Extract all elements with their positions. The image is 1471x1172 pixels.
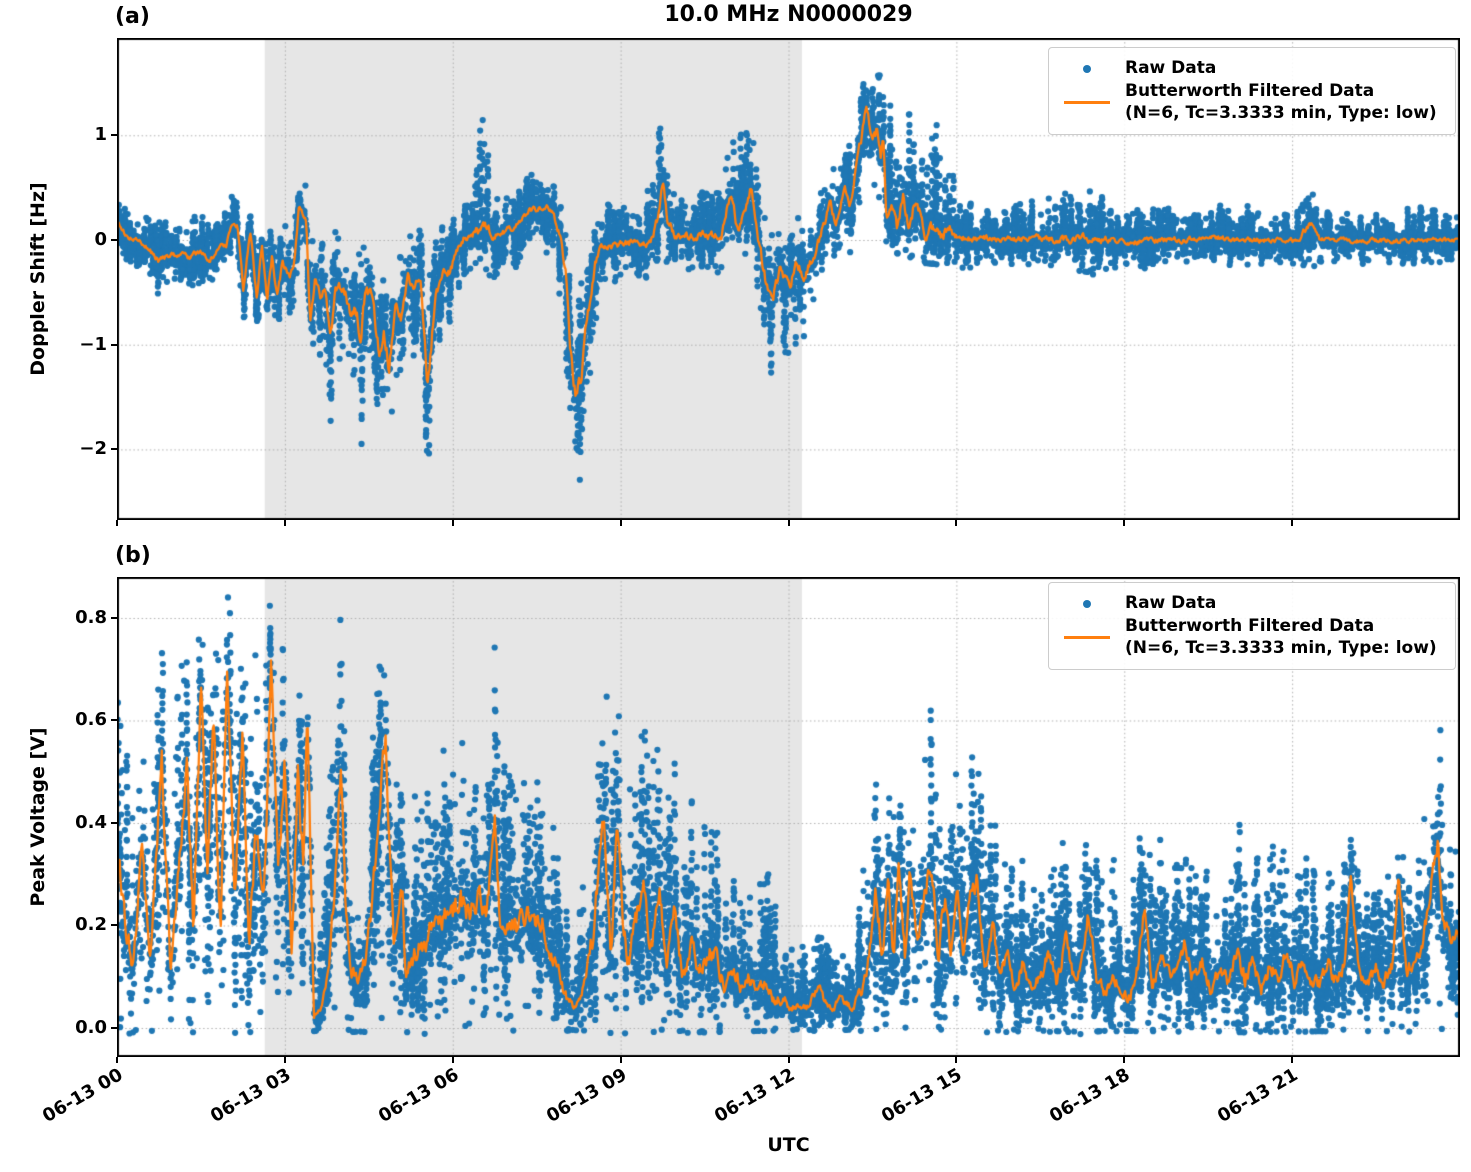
panel-b-y-axis-label: Peak Voltage [V] bbox=[27, 727, 49, 907]
legend-filtered-label: Butterworth Filtered Data (N=6, Tc=3.333… bbox=[1125, 616, 1437, 658]
x-tick-label: 06-13 18 bbox=[1046, 1064, 1134, 1127]
x-tick-mark bbox=[116, 520, 118, 526]
x-tick-label: 06-13 03 bbox=[206, 1064, 295, 1127]
filtered-line-marker-icon bbox=[1049, 636, 1125, 639]
y-tick-mark bbox=[111, 238, 117, 241]
x-tick-mark bbox=[1123, 1057, 1126, 1063]
line-swatch-icon bbox=[1064, 636, 1110, 639]
x-tick-label: 06-13 15 bbox=[878, 1064, 966, 1127]
x-tick-mark bbox=[1123, 520, 1126, 526]
x-tick-mark bbox=[619, 520, 622, 526]
x-tick-mark bbox=[283, 1057, 286, 1063]
x-tick-label: 06-13 21 bbox=[1214, 1064, 1302, 1127]
x-tick-label: 06-13 09 bbox=[542, 1064, 631, 1127]
y-tick-label: 0.4 bbox=[75, 811, 107, 833]
scatter-dot-icon bbox=[1083, 599, 1091, 608]
y-tick-mark bbox=[111, 821, 117, 824]
y-tick-label: 0.0 bbox=[75, 1016, 107, 1038]
y-tick-mark bbox=[111, 719, 117, 722]
x-axis-label: UTC bbox=[767, 1134, 810, 1156]
y-tick-mark bbox=[111, 448, 117, 451]
legend-raw-label: Raw Data bbox=[1125, 58, 1217, 78]
x-tick-mark bbox=[1291, 520, 1294, 526]
y-tick-mark bbox=[111, 343, 117, 346]
raw-data-marker-icon bbox=[1049, 64, 1125, 73]
raw-data-marker-icon bbox=[1049, 599, 1125, 608]
y-tick-label: 0.8 bbox=[75, 606, 107, 628]
panel-b-legend: Raw Data Butterworth Filtered Data (N=6,… bbox=[1048, 582, 1456, 670]
page-title: 10.0 MHz N0000029 bbox=[664, 2, 913, 27]
y-tick-mark bbox=[111, 924, 117, 927]
y-tick-label: −1 bbox=[79, 333, 107, 355]
x-tick-mark bbox=[1291, 1057, 1294, 1063]
y-tick-mark bbox=[111, 616, 117, 619]
y-tick-mark bbox=[111, 134, 117, 137]
x-tick-mark bbox=[787, 1057, 790, 1063]
x-tick-mark bbox=[451, 1057, 454, 1063]
panel-a-label: (a) bbox=[115, 4, 150, 29]
x-tick-label: 06-13 06 bbox=[374, 1064, 463, 1127]
x-tick-mark bbox=[451, 520, 454, 526]
y-tick-mark bbox=[111, 1026, 117, 1029]
legend-item-raw: Raw Data bbox=[1049, 593, 1447, 614]
x-tick-label: 06-13 12 bbox=[710, 1064, 798, 1127]
y-tick-label: 0.2 bbox=[75, 914, 107, 936]
x-tick-mark bbox=[787, 520, 790, 526]
x-tick-mark bbox=[283, 520, 286, 526]
panel-a-y-axis-label: Doppler Shift [Hz] bbox=[27, 182, 49, 376]
line-swatch-icon bbox=[1064, 101, 1110, 104]
legend-item-filtered: Butterworth Filtered Data (N=6, Tc=3.333… bbox=[1049, 616, 1447, 659]
legend-item-filtered: Butterworth Filtered Data (N=6, Tc=3.333… bbox=[1049, 81, 1447, 124]
panel-b-label: (b) bbox=[115, 543, 151, 568]
legend-filtered-label: Butterworth Filtered Data (N=6, Tc=3.333… bbox=[1125, 81, 1437, 123]
legend-raw-label: Raw Data bbox=[1125, 593, 1217, 613]
y-tick-label: 0 bbox=[94, 228, 107, 250]
x-tick-mark bbox=[955, 1057, 958, 1063]
x-tick-label: 06-13 00 bbox=[39, 1064, 127, 1127]
legend-item-raw: Raw Data bbox=[1049, 58, 1447, 79]
scatter-dot-icon bbox=[1083, 64, 1091, 73]
x-tick-mark bbox=[955, 520, 958, 526]
x-tick-mark bbox=[619, 1057, 622, 1063]
x-tick-mark bbox=[116, 1057, 118, 1063]
filtered-line-marker-icon bbox=[1049, 101, 1125, 104]
y-tick-label: 1 bbox=[94, 124, 107, 146]
panel-a-legend: Raw Data Butterworth Filtered Data (N=6,… bbox=[1048, 47, 1456, 135]
y-tick-label: 0.6 bbox=[75, 709, 107, 731]
y-tick-label: −2 bbox=[79, 438, 107, 460]
